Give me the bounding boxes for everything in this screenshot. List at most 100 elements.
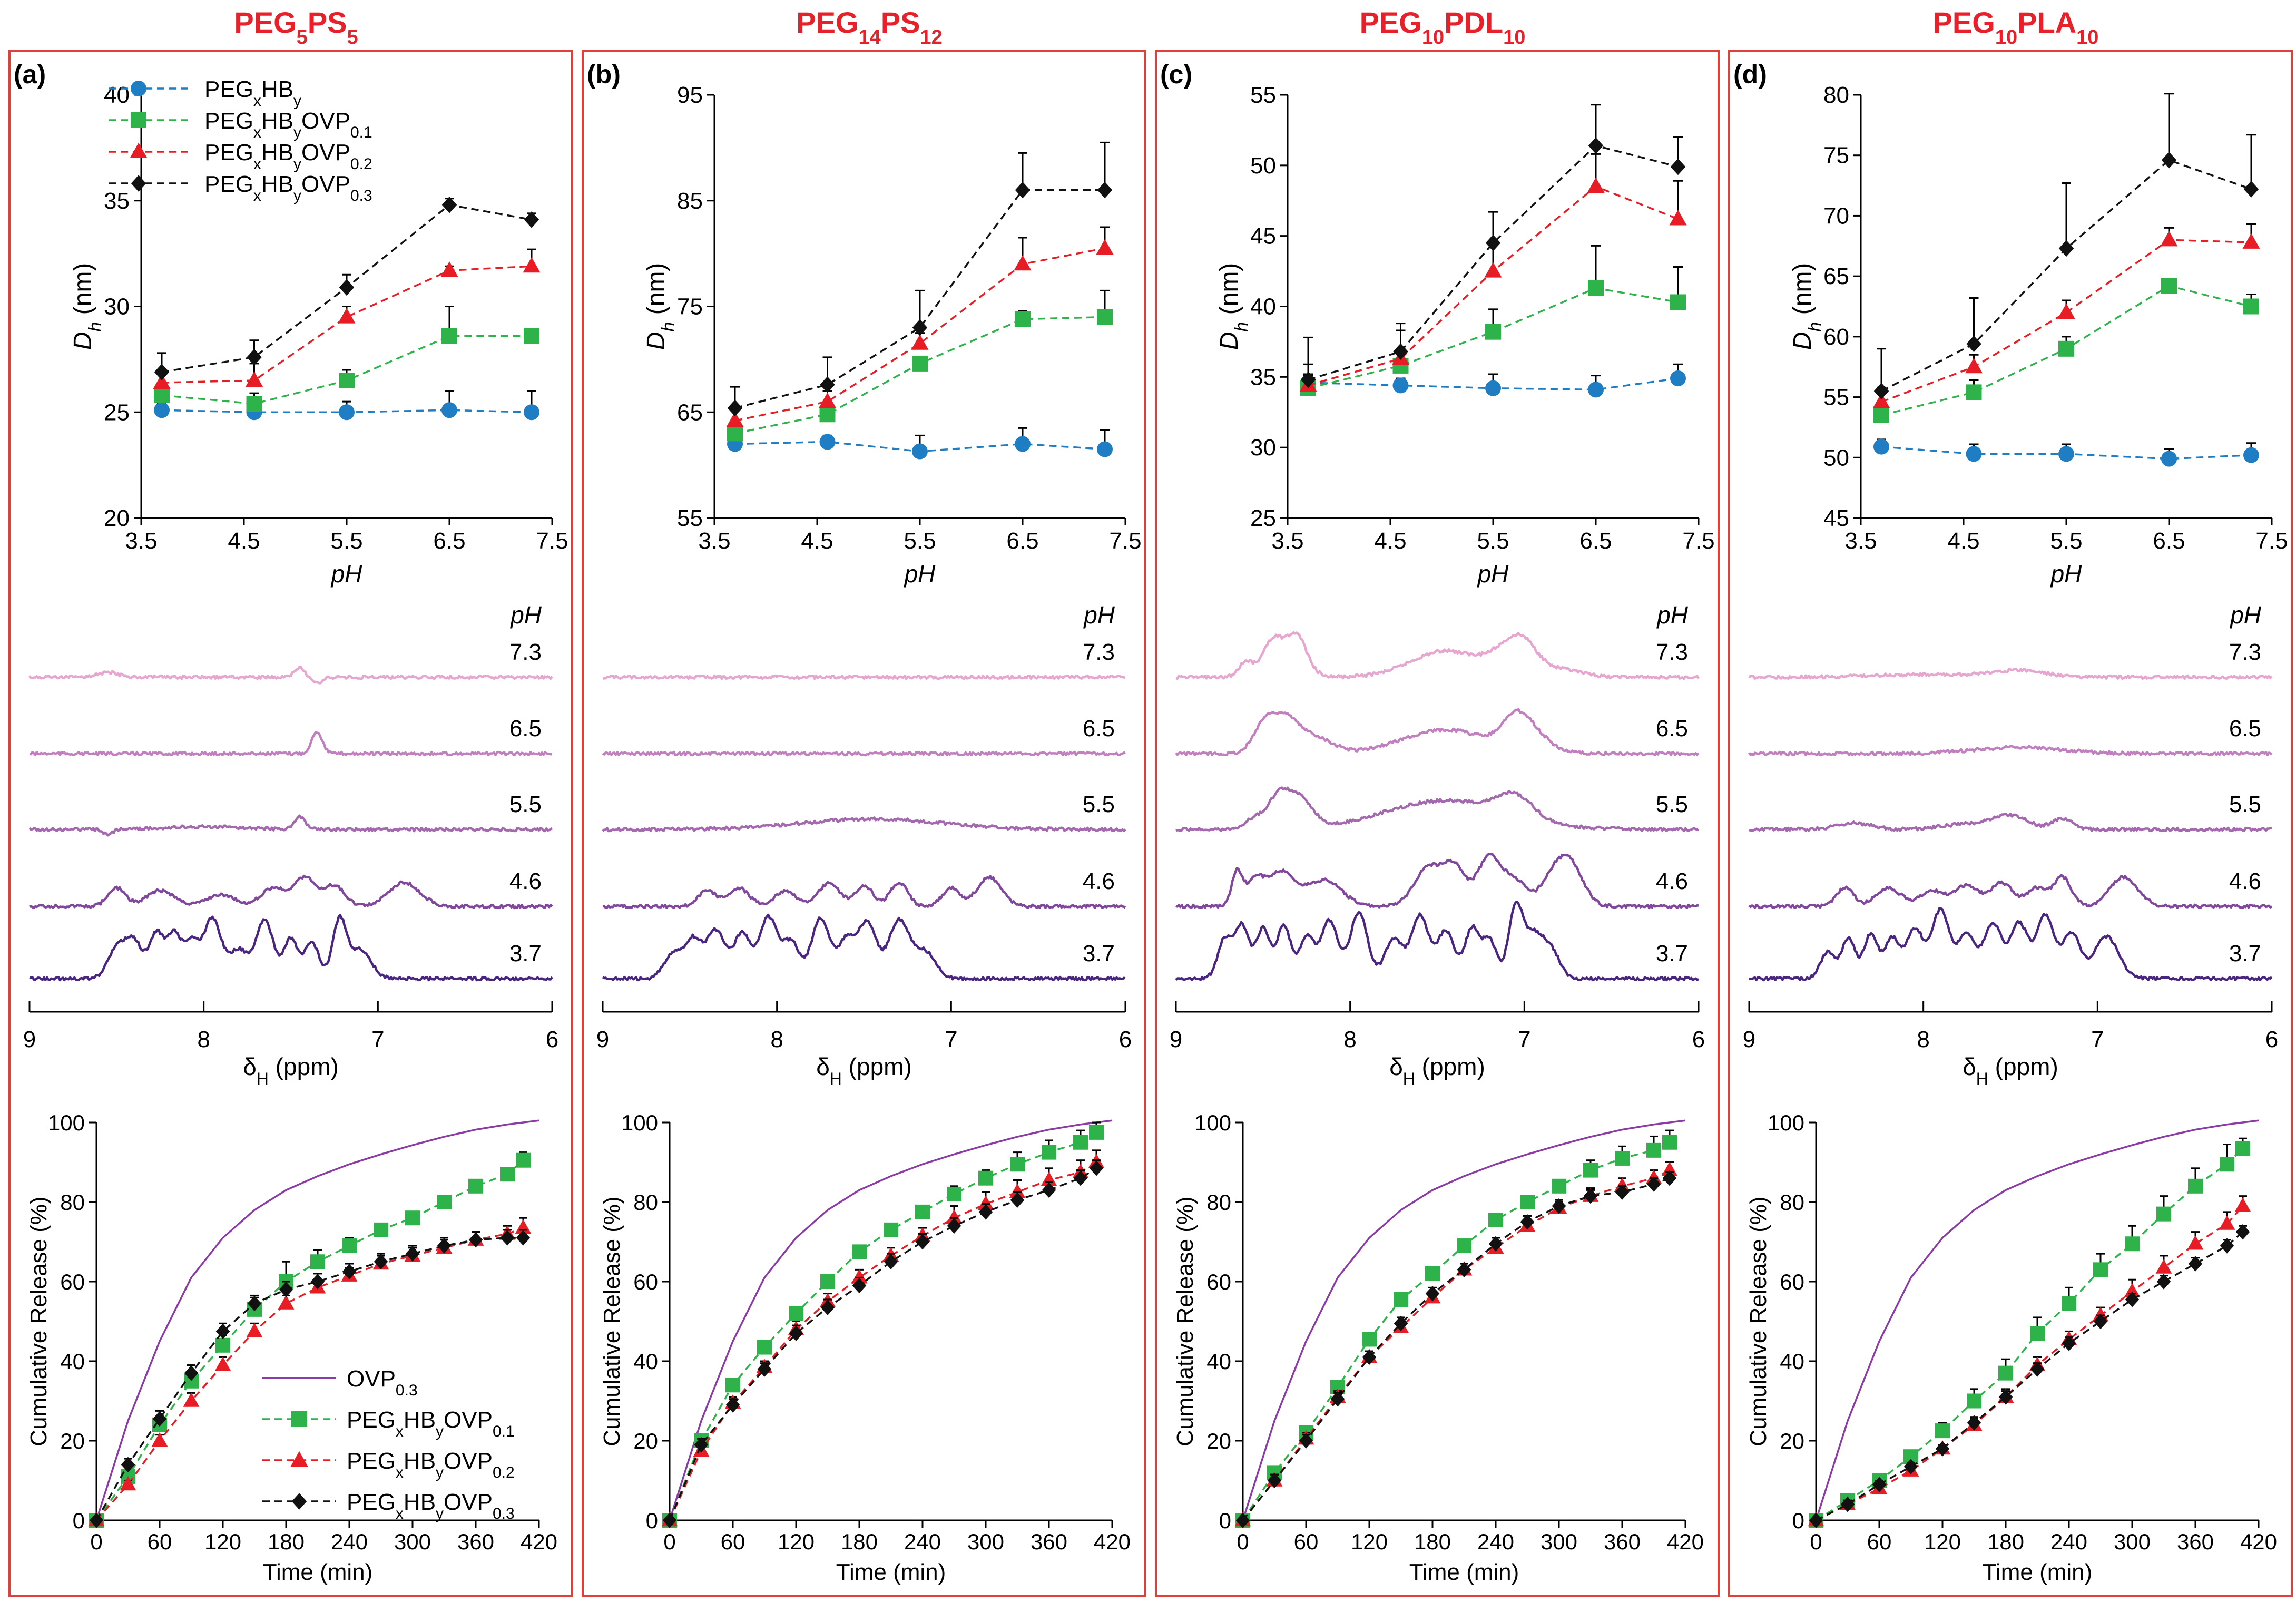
- dls-point: [1484, 262, 1502, 278]
- x-tick-label: 360: [457, 1529, 494, 1554]
- release-point: [820, 1300, 835, 1315]
- release-point: [1583, 1163, 1598, 1178]
- nmr-trace: [602, 674, 1126, 680]
- ph-label: 5.5: [509, 792, 542, 817]
- release-point: [310, 1274, 325, 1290]
- dls-point: [912, 319, 928, 336]
- release-point: [215, 1323, 230, 1340]
- x-tick-label: 120: [1924, 1529, 1961, 1554]
- dls-series-blue: [154, 390, 539, 421]
- y-axis-label: Dh (nm): [1215, 263, 1252, 350]
- release-point: [1967, 1415, 1981, 1431]
- label-text: (nm): [69, 263, 97, 322]
- nmr-trace: [602, 750, 1126, 757]
- dls-series-green: [1873, 278, 2259, 423]
- subscript-text: 14: [859, 26, 881, 48]
- label-text: OVP: [347, 1366, 396, 1392]
- dls-point: [1588, 137, 1604, 154]
- release-point: [152, 1411, 167, 1427]
- y-tick-label: 20: [104, 505, 130, 531]
- dls-series-blue: [727, 427, 1113, 460]
- y-tick-label: 65: [677, 399, 703, 425]
- release-point: [915, 1234, 930, 1250]
- x-tick-label: 3.5: [698, 528, 730, 554]
- release-point: [1552, 1198, 1566, 1214]
- release-point: [437, 1238, 452, 1254]
- release-point: [1042, 1145, 1056, 1160]
- release-point: [1042, 1182, 1056, 1198]
- release-series-green: [1235, 1129, 1677, 1528]
- x-tick-label: 4.5: [228, 528, 260, 554]
- x-tick-label: 6: [2265, 1027, 2278, 1052]
- y-axis-label: Cumulative Release (%): [599, 1196, 625, 1446]
- label-text: OVP: [444, 1489, 493, 1515]
- dls-point: [154, 364, 170, 380]
- nmr-trace: [1175, 901, 1699, 982]
- ph-label: 7.3: [1656, 639, 1688, 665]
- ph-label: 7.3: [2229, 639, 2261, 665]
- x-tick-label: 6.5: [433, 528, 465, 554]
- release-point: [278, 1295, 295, 1310]
- release-point: [500, 1167, 515, 1182]
- release-point: [1615, 1184, 1630, 1200]
- y-axis-label: Dh (nm): [1789, 263, 1825, 350]
- release-point: [310, 1254, 325, 1269]
- release-point: [1998, 1389, 2013, 1405]
- nmr-trace: [1175, 853, 1699, 910]
- dls-point: [1670, 370, 1686, 387]
- dls-point: [339, 373, 355, 389]
- dls-point: [339, 279, 355, 296]
- label-text: HB: [261, 171, 293, 197]
- y-tick-label: 100: [1194, 1110, 1231, 1135]
- release-point: [1646, 1142, 1661, 1158]
- dls-series-blue: [1300, 363, 1686, 398]
- dls-point: [727, 399, 743, 416]
- label-text: OVP: [301, 171, 350, 197]
- y-tick-label: 75: [1823, 143, 1849, 169]
- release-point: [1330, 1391, 1345, 1407]
- ovp-curve: [95, 1119, 539, 1521]
- release-point: [789, 1306, 803, 1321]
- label-text: HB: [261, 108, 293, 134]
- dls-plot: 55 65 75 85 95 3.5 4.5 5.5 6.5 7.5 pH Dh (nm): [642, 82, 1142, 588]
- y-tick-label: 60: [1780, 1269, 1804, 1294]
- x-tick-label: 6: [546, 1027, 558, 1052]
- y-tick-label: 30: [1250, 435, 1276, 461]
- release-plot: 0 20 40 60 80 100 0 60 120 180 240 300 360 420 Time (m…: [1172, 1110, 1704, 1585]
- dls-point: [441, 328, 457, 344]
- dls-line: [734, 189, 1105, 409]
- subscript-text: 10: [1422, 26, 1444, 48]
- subscript-text: x: [396, 1505, 404, 1522]
- subscript-text: 10: [1503, 26, 1525, 48]
- label-text: (ppm): [842, 1053, 912, 1080]
- release-point: [978, 1170, 993, 1186]
- label-text: OVP: [444, 1407, 493, 1433]
- x-tick-label: 60: [1294, 1529, 1319, 1554]
- dls-point: [1966, 446, 1982, 462]
- panel-letter: (b): [587, 60, 621, 89]
- subscript-text: 0.1: [350, 124, 372, 141]
- release-point: [1299, 1433, 1313, 1449]
- x-axis-label: δH (ppm): [243, 1053, 339, 1088]
- dls-point: [524, 404, 539, 421]
- nmr-trace: [602, 875, 1126, 910]
- release-point: [2220, 1238, 2234, 1254]
- release-point: [2030, 1326, 2045, 1341]
- y-tick-label: 60: [1823, 324, 1849, 350]
- label-text: (nm): [1789, 263, 1817, 322]
- release-point: [946, 1209, 963, 1224]
- release-line: [95, 1227, 524, 1521]
- x-tick-label: 0: [90, 1529, 102, 1554]
- legend-label: PEGxHByOVP0.2: [204, 140, 372, 173]
- dls-point: [1393, 343, 1408, 360]
- release-series-black: [89, 1229, 531, 1528]
- x-tick-label: 6: [1692, 1027, 1705, 1052]
- release-point: [2235, 1224, 2250, 1240]
- dls-point: [246, 371, 263, 387]
- nmr-trace: [1748, 874, 2272, 910]
- subscript-text: h: [1805, 322, 1825, 332]
- nmr-trace: [1748, 745, 2273, 757]
- release-point: [947, 1186, 961, 1201]
- nmr-stack: pH 7.3 6.5 5.5 4.6 3.7 9 8 7 6 δH (ppm): [596, 601, 1132, 1088]
